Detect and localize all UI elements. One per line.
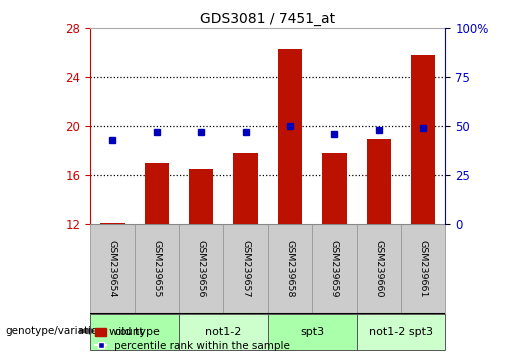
Text: GSM239656: GSM239656 — [197, 240, 205, 298]
Title: GDS3081 / 7451_at: GDS3081 / 7451_at — [200, 12, 335, 26]
Text: GSM239654: GSM239654 — [108, 240, 117, 298]
Text: GSM239660: GSM239660 — [374, 240, 383, 298]
Text: GSM239659: GSM239659 — [330, 240, 339, 298]
Bar — [278, 49, 302, 224]
Bar — [179, 314, 268, 350]
Text: GSM239661: GSM239661 — [419, 240, 428, 298]
Legend: count, percentile rank within the sample: count, percentile rank within the sample — [95, 327, 290, 350]
Bar — [367, 139, 391, 224]
Text: GSM239657: GSM239657 — [241, 240, 250, 298]
Text: GSM239655: GSM239655 — [152, 240, 161, 298]
Bar — [145, 163, 169, 224]
Bar — [224, 224, 268, 314]
Bar — [100, 223, 125, 224]
Bar — [134, 224, 179, 314]
Text: not1-2: not1-2 — [205, 327, 242, 337]
Bar — [312, 224, 356, 314]
Text: genotype/variation: genotype/variation — [5, 326, 104, 336]
Bar — [322, 153, 347, 224]
Bar — [90, 314, 179, 350]
Bar — [356, 314, 445, 350]
Text: GSM239658: GSM239658 — [285, 240, 295, 298]
Bar — [90, 224, 134, 314]
Bar — [268, 314, 356, 350]
Bar — [268, 224, 312, 314]
Bar — [356, 224, 401, 314]
Bar — [179, 224, 224, 314]
Bar — [401, 224, 445, 314]
Bar — [411, 55, 436, 224]
Bar — [233, 153, 258, 224]
Text: spt3: spt3 — [300, 327, 324, 337]
Text: not1-2 spt3: not1-2 spt3 — [369, 327, 433, 337]
Bar — [189, 169, 213, 224]
Text: wild type: wild type — [109, 327, 160, 337]
